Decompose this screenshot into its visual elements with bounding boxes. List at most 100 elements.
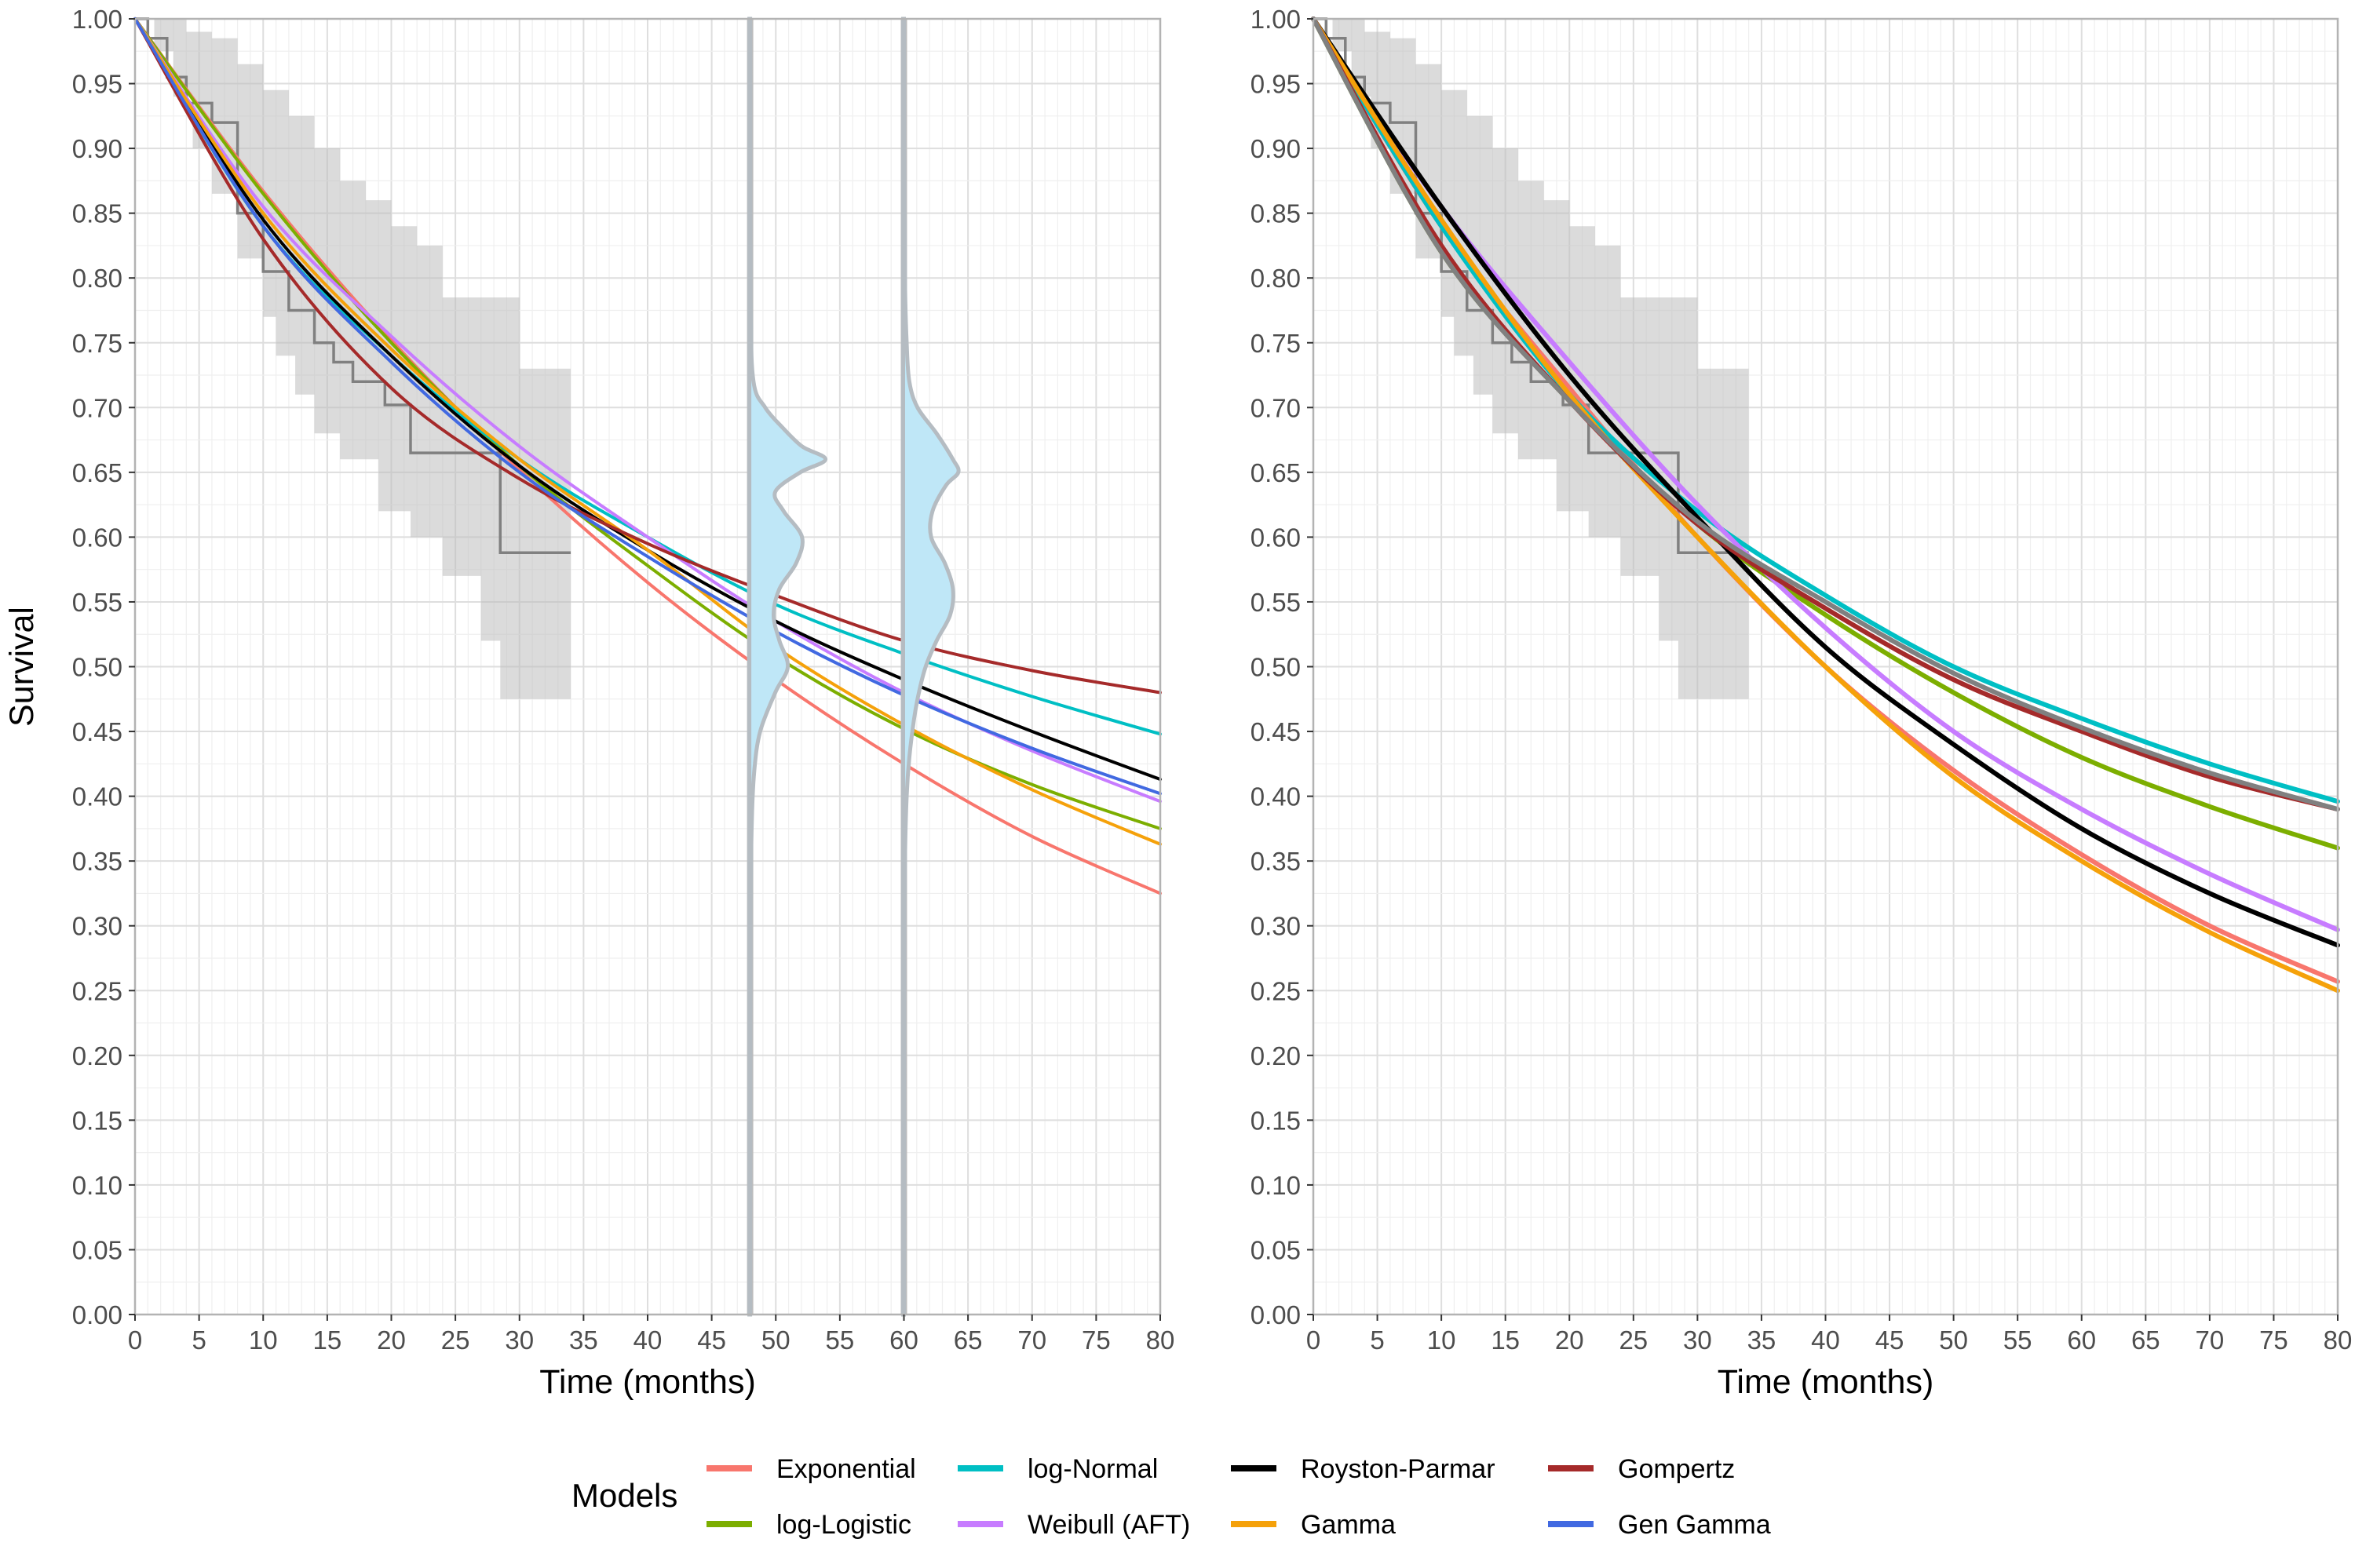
y-tick-label: 0.70 [72, 393, 122, 422]
x-axis-title: Time (months) [1718, 1363, 1934, 1401]
x-tick-label: 0 [1306, 1326, 1320, 1355]
models-legend: Models Exponential log-Normal Royston-Parm… [571, 1454, 1771, 1540]
y-tick-label: 0.00 [72, 1300, 122, 1329]
distribution-t60 [900, 16, 961, 1317]
x-tick-label: 30 [505, 1326, 534, 1355]
y-tick-label: 0.65 [72, 458, 122, 487]
legend-label: Gompertz [1618, 1454, 1735, 1484]
legend-label: Gamma [1301, 1510, 1396, 1540]
legend-item-gen-gamma: Gen Gamma [1548, 1510, 1771, 1540]
y-tick-label: 0.55 [72, 588, 122, 617]
y-tick-label: 0.45 [72, 717, 122, 746]
x-tick-label: 50 [1939, 1326, 1968, 1355]
legend-item-royston-parmar: Royston-Parmar [1231, 1454, 1495, 1484]
legend-item-gamma: Gamma [1231, 1510, 1396, 1540]
y-tick-label: 0.40 [72, 782, 122, 811]
x-tick-label: 5 [1370, 1326, 1384, 1355]
y-tick-label: 0.60 [72, 523, 122, 552]
y-tick-label: 0.35 [1251, 847, 1301, 876]
y-tick-label: 0.70 [1251, 393, 1301, 422]
x-tick-label: 65 [954, 1326, 983, 1355]
y-tick-label: 0.95 [72, 70, 122, 99]
legend-title: Models [571, 1477, 677, 1514]
series-gompertz [133, 17, 1162, 695]
x-tick-label: 30 [1683, 1326, 1712, 1355]
x-tick-label: 35 [569, 1326, 598, 1355]
y-tick-label: 0.30 [1251, 912, 1301, 941]
model-curves [1311, 16, 2340, 994]
x-tick-label: 55 [826, 1326, 855, 1355]
y-axis: 0.00 0.05 0.10 0.15 0.20 0.25 0.30 0.35 0.40 0.45… [1251, 5, 1313, 1329]
legend-item-log-logistic: log-Logistic [706, 1510, 911, 1540]
x-tick-label: 75 [2259, 1326, 2288, 1355]
y-tick-label: 0.00 [1251, 1300, 1301, 1329]
x-tick-label: 70 [1017, 1326, 1046, 1355]
x-tick-label: 80 [1146, 1326, 1175, 1355]
x-tick-label: 55 [2003, 1326, 2032, 1355]
x-tick-label: 0 [128, 1326, 142, 1355]
x-tick-label: 70 [2196, 1326, 2225, 1355]
x-tick-label: 80 [2324, 1326, 2353, 1355]
legend-label: Royston-Parmar [1301, 1454, 1495, 1484]
legend-label: log-Normal [1028, 1454, 1158, 1484]
y-tick-label: 0.35 [72, 847, 122, 876]
y-tick-label: 0.80 [1251, 264, 1301, 293]
x-tick-label: 20 [377, 1326, 406, 1355]
y-tick-label: 1.00 [72, 5, 122, 34]
y-axis-title: Survival [3, 607, 41, 727]
y-tick-label: 0.05 [72, 1235, 122, 1264]
legend-label: Exponential [776, 1454, 916, 1484]
density-shape [747, 16, 828, 1317]
y-tick-label: 0.05 [1251, 1235, 1301, 1264]
y-tick-label: 0.50 [1251, 653, 1301, 682]
x-tick-label: 45 [697, 1326, 726, 1355]
y-tick-label: 0.55 [1251, 588, 1301, 617]
y-tick-label: 0.40 [1251, 782, 1301, 811]
x-tick-label: 5 [192, 1326, 206, 1355]
series-gen-gamma [1311, 16, 2340, 812]
x-tick-label: 25 [1619, 1326, 1648, 1355]
legend-label: Gen Gamma [1618, 1510, 1771, 1540]
y-tick-label: 0.50 [72, 653, 122, 682]
y-tick-label: 0.30 [72, 912, 122, 941]
legend-item-weibull-aft: Weibull (AFT) [958, 1510, 1190, 1540]
legend-item-exponential: Exponential [706, 1454, 916, 1484]
y-tick-label: 0.95 [1251, 70, 1301, 99]
y-tick-label: 0.10 [1251, 1171, 1301, 1200]
y-tick-label: 0.75 [1251, 329, 1301, 358]
y-tick-label: 0.90 [1251, 134, 1301, 163]
x-tick-label: 75 [1082, 1326, 1111, 1355]
series-log-normal [1311, 16, 2340, 804]
x-tick-label: 15 [313, 1326, 342, 1355]
series-royston-parmar [133, 17, 1162, 782]
legend-item-gompertz: Gompertz [1548, 1454, 1735, 1484]
legend-entries: Exponential log-Normal Royston-Parmar Gompe… [706, 1454, 1771, 1540]
y-tick-label: 0.15 [1251, 1106, 1301, 1135]
series-gen-gamma [133, 17, 1162, 796]
legend-label: Weibull (AFT) [1028, 1510, 1190, 1540]
y-tick-label: 0.20 [72, 1041, 122, 1070]
y-tick-label: 0.15 [72, 1106, 122, 1135]
model-curves [133, 17, 1162, 895]
series-gompertz [1311, 16, 2340, 812]
y-tick-label: 0.25 [1251, 976, 1301, 1005]
left-survival-panel: 0 5 10 15 20 25 30 35 40 45 50 55 60 65 70 75 80 0.00 0.05… [3, 5, 1174, 1401]
x-axis-title: Time (months) [539, 1363, 756, 1401]
x-tick-label: 40 [1811, 1326, 1840, 1355]
y-tick-label: 0.45 [1251, 717, 1301, 746]
y-tick-label: 0.20 [1251, 1041, 1301, 1070]
distribution-t48 [747, 16, 828, 1317]
y-tick-label: 0.65 [1251, 458, 1301, 487]
x-tick-label: 60 [2067, 1326, 2096, 1355]
x-tick-label: 50 [761, 1326, 790, 1355]
x-tick-label: 65 [2131, 1326, 2160, 1355]
y-tick-label: 0.10 [72, 1171, 122, 1200]
series-exponential [133, 17, 1162, 895]
x-tick-label: 20 [1555, 1326, 1584, 1355]
x-tick-label: 10 [249, 1326, 278, 1355]
x-tick-label: 40 [633, 1326, 663, 1355]
y-tick-label: 0.80 [72, 264, 122, 293]
legend-label: log-Logistic [776, 1510, 911, 1540]
x-tick-label: 15 [1491, 1326, 1520, 1355]
